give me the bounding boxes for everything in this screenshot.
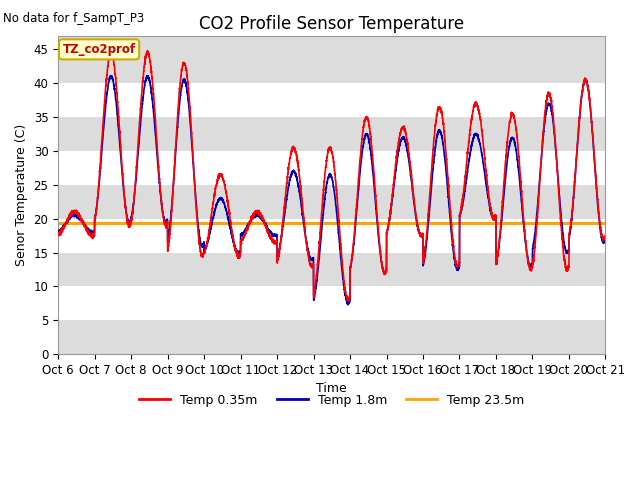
Text: TZ_co2prof: TZ_co2prof (63, 43, 136, 56)
Title: CO2 Profile Sensor Temperature: CO2 Profile Sensor Temperature (199, 15, 465, 33)
Bar (58, 84, 605, 117)
Y-axis label: Senor Temperature (C): Senor Temperature (C) (15, 124, 28, 266)
Bar (58, 219, 605, 252)
X-axis label: Time: Time (316, 383, 347, 396)
Legend: Temp 0.35m, Temp 1.8m, Temp 23.5m: Temp 0.35m, Temp 1.8m, Temp 23.5m (134, 388, 529, 411)
Text: No data for f_SampT_P3: No data for f_SampT_P3 (3, 12, 145, 25)
Bar (58, 151, 605, 185)
Bar (58, 287, 605, 320)
